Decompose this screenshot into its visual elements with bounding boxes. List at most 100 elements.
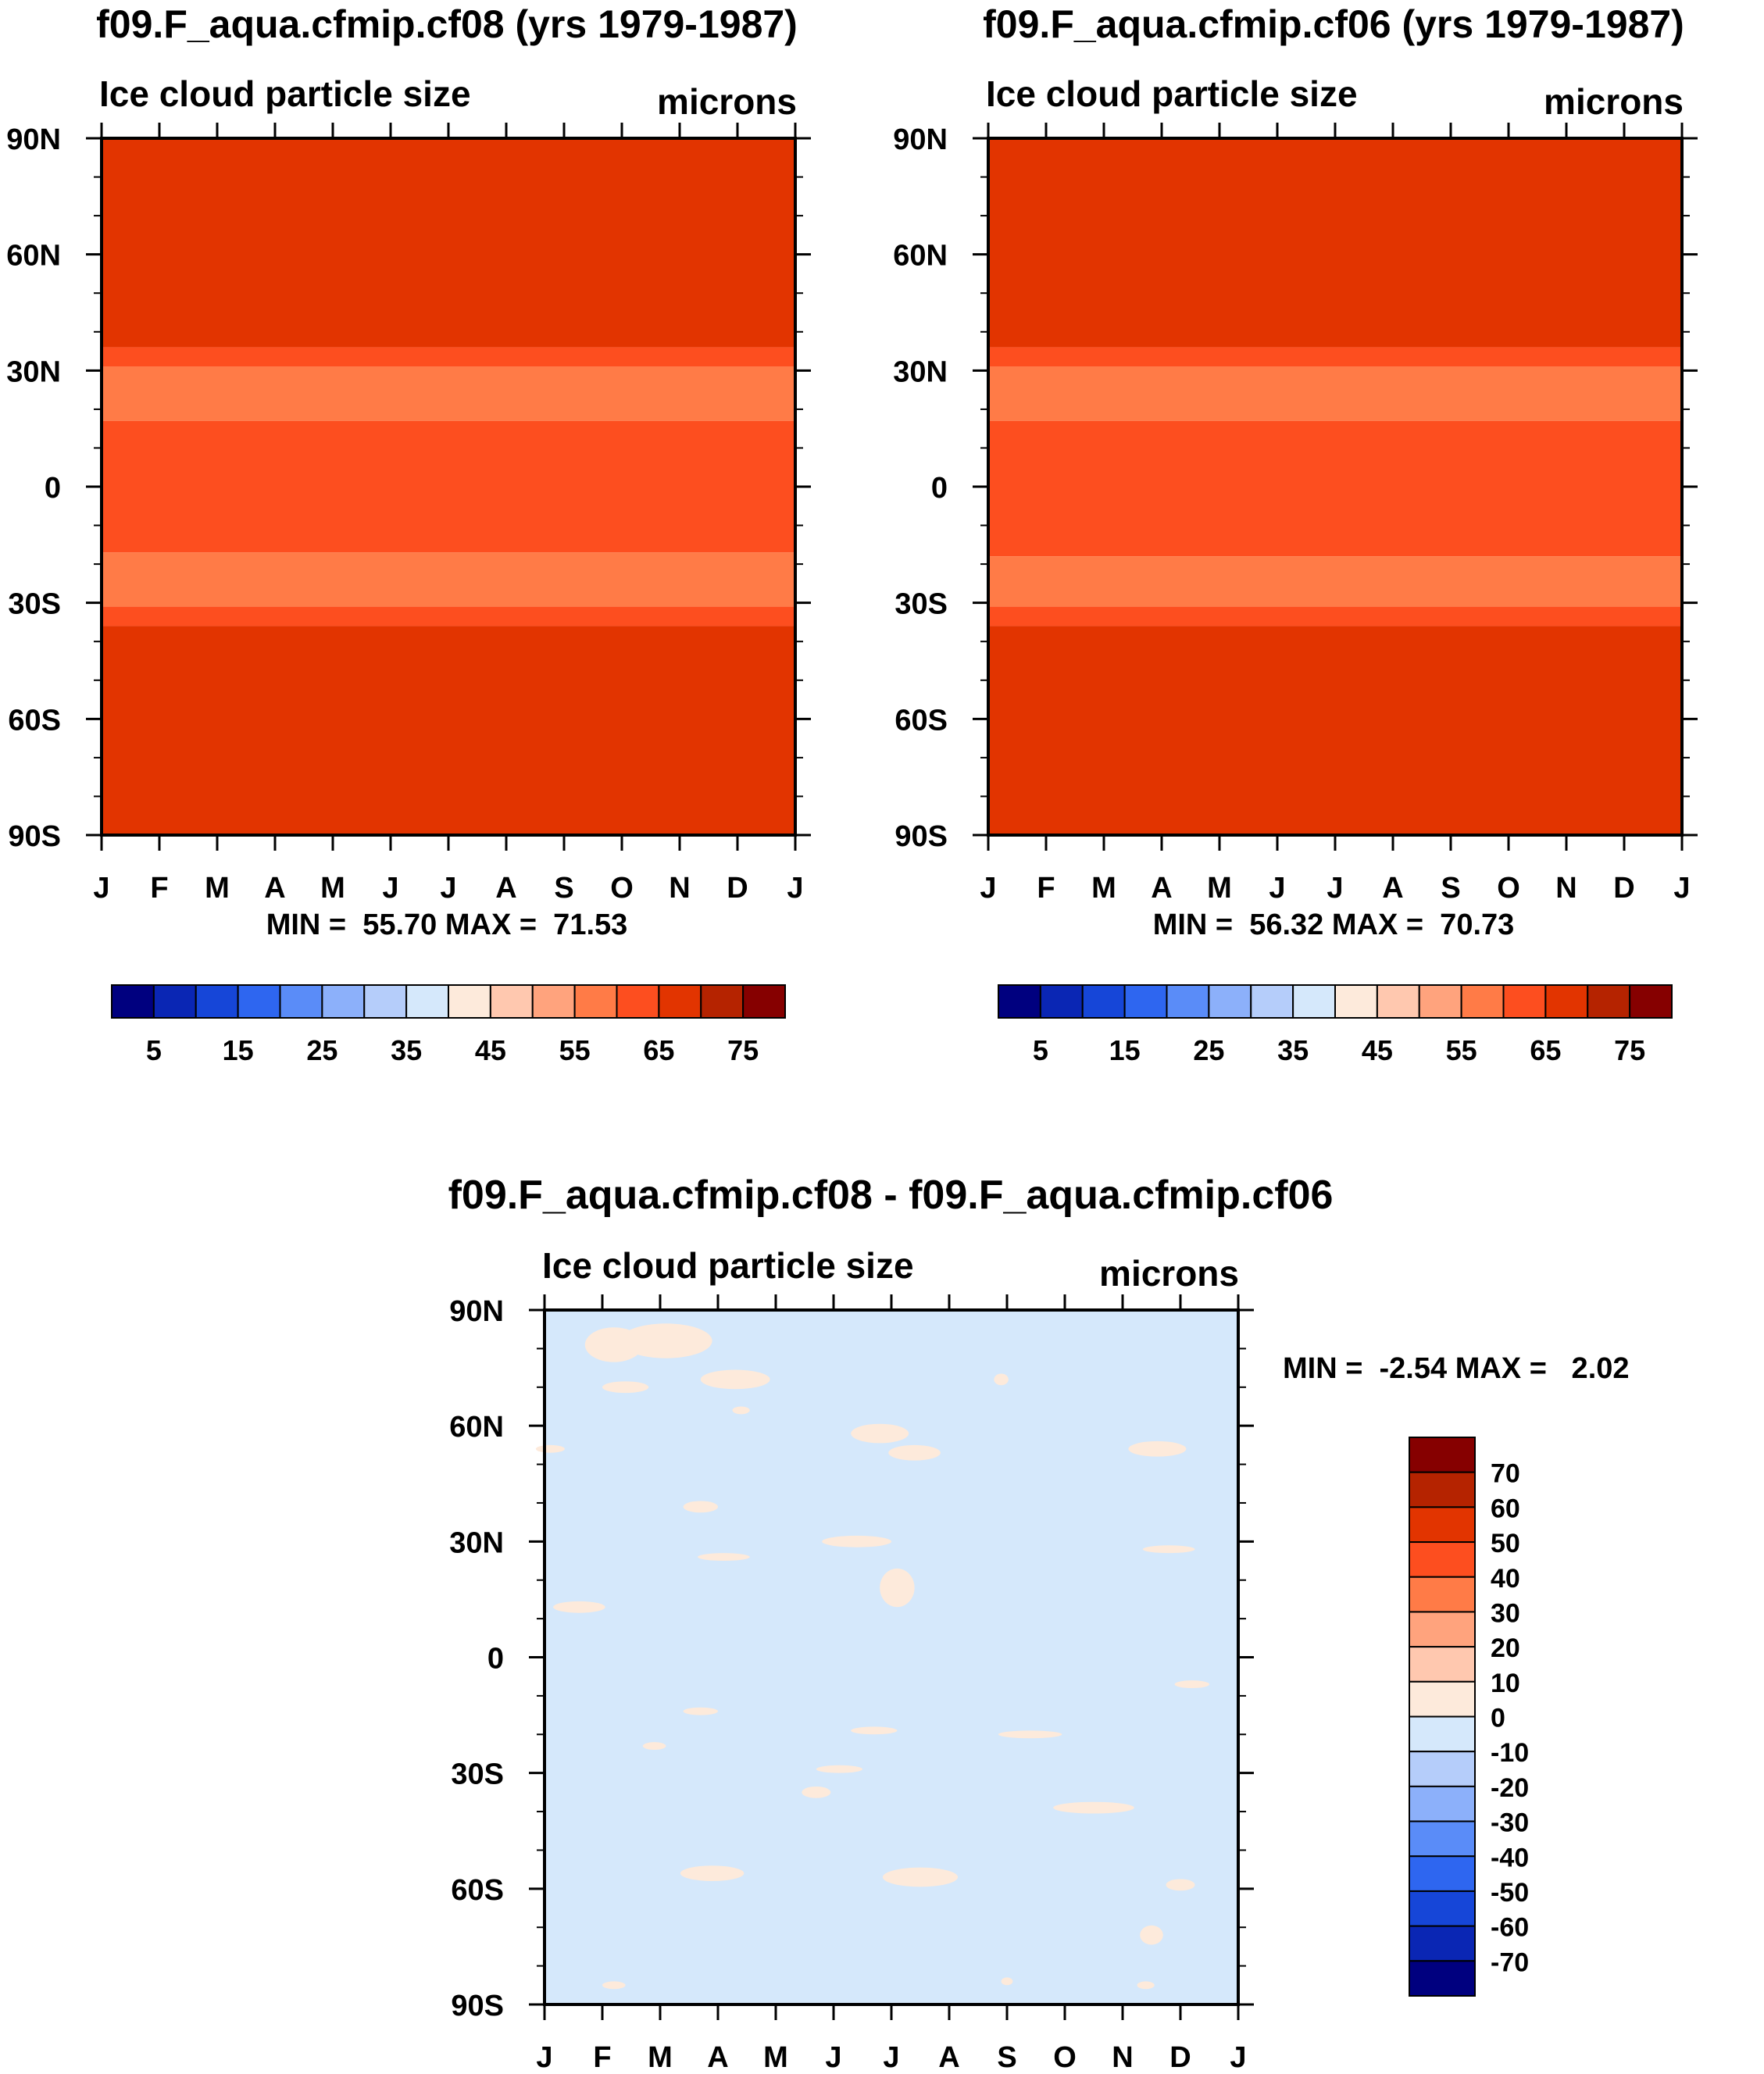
colorbar-box — [658, 984, 702, 1019]
colorbar-label: -60 — [1491, 1913, 1529, 1943]
colorbar-label: 35 — [391, 1034, 422, 1066]
colorbar-box — [1409, 1925, 1476, 1962]
colorbar-box — [1409, 1506, 1476, 1544]
colorbar-label: 40 — [1491, 1564, 1520, 1594]
min-max-stats: MIN = 55.70 MAX = 71.53 — [266, 908, 628, 941]
contour-band — [102, 366, 795, 421]
colorbar-label: 45 — [475, 1034, 506, 1066]
x-tick-label: J — [440, 872, 456, 905]
x-tick-label: J — [93, 872, 109, 905]
colorbar-box — [1166, 984, 1210, 1019]
contour-patch-positive — [602, 1981, 626, 1990]
contour-patch-positive — [998, 1730, 1062, 1739]
contour-patch-positive — [698, 1553, 750, 1562]
contour-band — [102, 606, 795, 626]
colorbar-box — [1629, 984, 1673, 1019]
x-tick-label: D — [1613, 872, 1634, 905]
x-tick-label: N — [1555, 872, 1577, 905]
x-tick-label: O — [610, 872, 634, 905]
panel-title: f09.F_aqua.cfmip.cf06 (yrs 1979-1987) — [983, 2, 1684, 46]
colorbar-box — [1409, 1785, 1476, 1822]
colorbar-label: -50 — [1491, 1878, 1529, 1908]
contour-patch-positive — [683, 1501, 718, 1513]
colorbar-box — [1250, 984, 1294, 1019]
contour-patch-positive — [1174, 1680, 1210, 1689]
colorbar-box — [998, 984, 1041, 1019]
contour-patch-positive — [680, 1865, 745, 1881]
x-tick-label: A — [1151, 872, 1172, 905]
panel-cf06: f09.F_aqua.cfmip.cf06 (yrs 1979-1987) Ic… — [893, 2, 1698, 1066]
contour-band — [988, 420, 1682, 557]
colorbar-label: 65 — [1530, 1034, 1561, 1066]
colorbar-label: 25 — [306, 1034, 337, 1066]
colorbar-box — [1409, 1890, 1476, 1927]
colorbar-label: -20 — [1491, 1773, 1529, 1803]
contour-patch-positive — [816, 1765, 862, 1773]
colorbar-box — [1123, 984, 1168, 1019]
contour-patch-positive — [620, 1323, 712, 1358]
colorbar-box — [1409, 1437, 1476, 1473]
contour-patch-positive — [700, 1369, 770, 1390]
x-tick-label: M — [320, 872, 345, 905]
colorbar-box — [1039, 984, 1084, 1019]
colorbar-label: 20 — [1491, 1633, 1520, 1663]
contour-patch-positive — [1053, 1801, 1134, 1814]
colorbar-box — [1460, 984, 1505, 1019]
colorbar-label: 10 — [1491, 1669, 1520, 1698]
colorbar-label: 60 — [1491, 1494, 1520, 1523]
colorbar-box — [1502, 984, 1547, 1019]
colorbar-box — [237, 984, 281, 1019]
contour-patch-positive — [851, 1423, 909, 1444]
units-label: microns — [657, 81, 797, 122]
y-tick-label: 30N — [6, 355, 61, 388]
colorbar-box — [1409, 1611, 1476, 1648]
colorbar-label: 0 — [1491, 1704, 1505, 1733]
colorbar-box — [1409, 1541, 1476, 1578]
y-tick-label: 30S — [451, 1758, 504, 1791]
colorbar: 5 15 25 35 45 55 65 75 — [998, 984, 1673, 1066]
colorbar-box — [1081, 984, 1126, 1019]
colorbar-label: 5 — [1033, 1034, 1048, 1066]
x-tick-label: J — [382, 872, 398, 905]
colorbar-box — [1409, 1751, 1476, 1787]
contour-band — [102, 626, 795, 835]
colorbar-box — [1409, 1471, 1476, 1508]
y-tick-label: 90S — [8, 820, 61, 853]
y-tick-label: 30S — [8, 588, 61, 621]
units-label: microns — [1099, 1253, 1239, 1294]
y-tick-label: 60S — [894, 704, 948, 737]
y-tick-label: 0 — [931, 472, 948, 505]
colorbar-box — [1376, 984, 1420, 1019]
x-tick-label: M — [1091, 872, 1116, 905]
x-tick-label: J — [1230, 2041, 1246, 2074]
colorbar-label: 50 — [1491, 1529, 1520, 1558]
plot-area: 90N 60N 30N 0 30S 60S 90S J F M A M J J A S O N D J — [449, 1294, 1254, 2074]
y-tick-label: 60S — [8, 704, 61, 737]
colorbar-box — [1409, 1715, 1476, 1753]
colorbar-label: -40 — [1491, 1843, 1529, 1872]
panel-difference: f09.F_aqua.cfmip.cf08 - f09.F_aqua.cfmip… — [448, 1173, 1630, 2074]
x-tick-label: A — [495, 872, 516, 905]
y-tick-label: 30N — [449, 1526, 504, 1559]
x-tick-label: N — [1112, 2041, 1133, 2074]
x-tick-label: A — [1382, 872, 1403, 905]
x-tick-label: A — [938, 2041, 959, 2074]
y-tick-label: 90S — [894, 820, 948, 853]
colorbar-box — [1587, 984, 1631, 1019]
contour-band — [102, 347, 795, 367]
contour-patch-positive — [1001, 1977, 1013, 1986]
contour-band — [988, 626, 1682, 835]
colorbar-label: 75 — [1614, 1034, 1645, 1066]
colorbar-box — [1409, 1855, 1476, 1892]
y-tick-label: 60N — [6, 240, 61, 273]
min-max-stats: MIN = -2.54 MAX = 2.02 — [1283, 1352, 1630, 1385]
contour-patch-positive — [1140, 1925, 1163, 1945]
contour-patch-positive — [882, 1867, 959, 1887]
y-tick-label: 90N — [893, 123, 948, 156]
x-tick-label: S — [997, 2041, 1016, 2074]
contour-patch-positive — [888, 1444, 941, 1461]
y-tick-label: 90S — [451, 1990, 504, 2022]
colorbar-box — [1409, 1820, 1476, 1858]
colorbar-box — [1409, 1960, 1476, 1997]
x-tick-label: M — [1207, 872, 1232, 905]
